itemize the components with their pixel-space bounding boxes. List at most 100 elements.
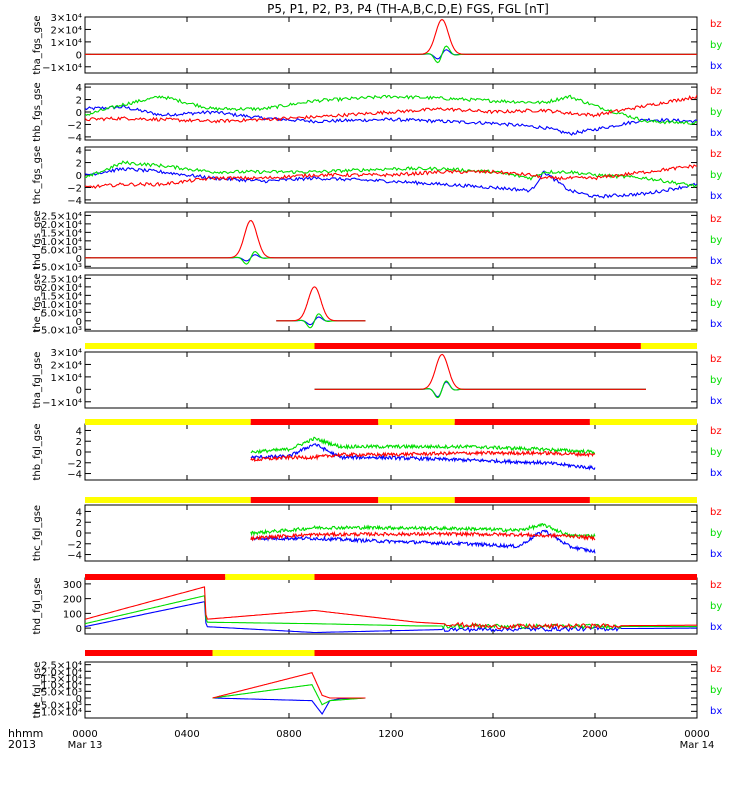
trace-bz [250,449,596,463]
trace-by [85,94,697,126]
mode-bar-yellow [85,419,251,425]
x-tick-date: Mar 14 [680,740,715,751]
legend-bx: bx [710,319,722,330]
panel-ylabel: thb_fgs_gse [32,82,43,141]
trace-bx [85,166,697,199]
y-tick-label: 0 [76,448,82,459]
panel-traces [85,160,697,199]
panel-ylabel: tha_fgs_gse [32,15,43,74]
y-tick-label: 2 [76,518,82,529]
y-tick-label: 1.0×10⁴ [41,300,82,311]
legend-bz: bz [710,19,722,30]
panel-traces [85,586,697,634]
panel-ylabel: tha_fgl_gse [32,352,43,409]
mode-bar-yellow [589,497,697,503]
legend-bx: bx [710,396,722,407]
mode-bar-yellow [378,419,455,425]
y-tick-label: 1.5×10⁴ [41,291,82,302]
x-tick-label: 0800 [276,729,301,740]
trace-bz [276,286,366,322]
y-tick-label: −5.0×10³ [33,325,82,336]
panel-frame [84,661,698,719]
legend-by: by [710,375,722,386]
y-tick-label: −4 [67,551,82,562]
y-tick-label: 4 [76,146,82,157]
trace-bx [85,601,697,634]
trace-bx [250,443,596,471]
trace-bx [250,529,596,554]
panel-thb_fgs_gse: 4 20−2 −4 thb_fgs_gse bz by bx [32,82,722,144]
y-tick-label: 4 [76,426,82,437]
y-tick-label: 5.0×10³ [41,245,82,256]
panel-traces [314,353,646,399]
x-tick-date: Mar 13 [68,740,103,751]
panel-frame [84,83,698,141]
legend-bz: bz [710,149,722,160]
panel-traces [85,18,697,64]
panel-frame [84,211,698,269]
mode-bar-yellow [589,419,697,425]
trace-by [250,436,595,455]
y-tick-label: 4 [76,83,82,94]
y-tick-label: −4 [67,133,82,144]
trace-bz [250,530,596,542]
y-tick-label: 0 [76,385,82,396]
mode-bar-red [250,497,379,503]
legend-bx: bx [710,256,722,267]
legend-by: by [710,298,722,309]
y-tick-label: −1×10⁴ [42,398,82,409]
mode-bar-red [314,650,697,656]
panel-the_fgs_gse: 2.5×10⁴2.0×10⁴1.5×10⁴1.0×10⁴5.0×10³0−5.0… [32,273,722,336]
panel-traces [276,286,366,329]
panel-frame [84,274,698,332]
y-tick-label: 2.5×10⁴ [41,274,82,285]
legend-bz: bz [710,277,722,288]
panel-frame [84,351,698,409]
y-tick-label: −5.0×10³ [33,262,82,273]
y-tick-label: −4 [67,470,82,481]
mode-bar-yellow [212,650,315,656]
y-tick-label: 2 [76,159,82,170]
mode-bar-red [314,343,641,349]
y-tick-label: 200 [63,595,82,606]
legend-bz: bz [710,354,722,365]
y-tick-label: 300 [63,580,82,591]
panel-thb_fgl_gse: 420−2−4 thb_fgl_gse bz by bx [32,423,722,481]
y-tick-label: 0 [76,694,82,705]
legend-bx: bx [710,191,722,202]
y-tick-label: 5.0×10³ [41,308,82,319]
x-tick-label: 1600 [480,729,505,740]
panel-thd_fgs_gse: 2.5×10⁴2.0×10⁴1.5×10⁴1.0×10⁴5.0×10³0−5.0… [32,210,722,273]
mode-bars [85,343,697,656]
trace-bz [212,672,366,699]
y-tick-label: 1×10⁴ [51,373,82,384]
y-tick-label: 0 [76,317,82,328]
legend-bx: bx [710,468,722,479]
y-tick-label: −1×10⁴ [42,63,82,74]
y-tick-label: −2 [67,540,82,551]
panel-ylabel: the_fgl_gse [32,662,43,719]
y-tick-label: −2 [67,459,82,470]
y-tick-label: 0 [76,50,82,61]
y-tick-label: −1.0×10⁴ [33,707,82,718]
legend-by: by [710,107,722,118]
trace-bz [85,94,697,124]
legend-by: by [710,40,722,51]
legend-by: by [710,601,722,612]
y-tick-label: 2.0×10⁴ [41,283,82,294]
figure-title: P5, P1, P2, P3, P4 (TH-A,B,C,D,E) FGS, F… [267,2,549,16]
legend-bz: bz [710,507,722,518]
y-tick-label: 1.5×10⁴ [41,674,82,685]
y-tick-label: 5.0×10³ [41,687,82,698]
y-tick-label: 0 [76,171,82,182]
y-tick-label: 1.0×10⁴ [41,237,82,248]
trace-bz [314,353,646,390]
y-tick-label: 0 [76,529,82,540]
panel-ylabel: the_fgs_gse [32,273,43,332]
legend-by: by [710,170,722,181]
y-tick-label: 100 [63,609,82,620]
mode-bar-yellow [378,497,455,503]
trace-bz [85,586,697,630]
